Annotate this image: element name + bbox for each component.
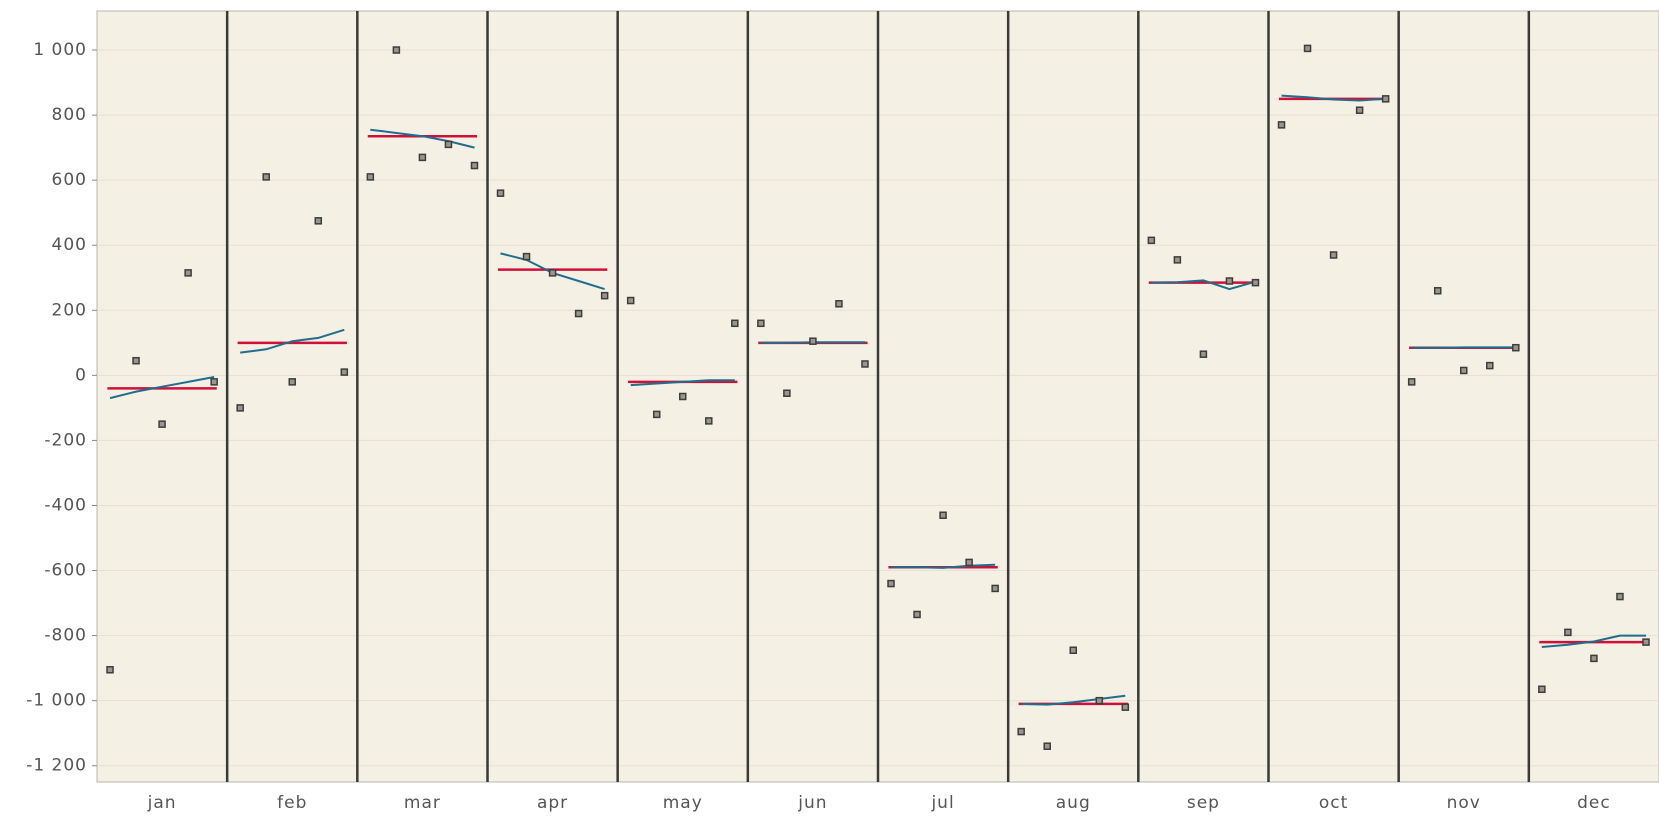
- trend-line: [1281, 94, 1386, 102]
- x-tick-label: dec: [1577, 793, 1611, 813]
- y-tick-label: -200: [44, 430, 87, 450]
- x-tick-label: jul: [930, 793, 954, 813]
- point: [1173, 256, 1182, 264]
- point: [1538, 685, 1546, 694]
- point: [1095, 696, 1104, 705]
- y-tick-label: 800: [52, 105, 87, 125]
- trend-line: [1541, 634, 1646, 648]
- point: [1486, 361, 1494, 370]
- trend-line: [109, 376, 215, 400]
- point: [913, 610, 921, 619]
- point: [210, 378, 218, 386]
- point: [1381, 95, 1390, 103]
- trend-line: [370, 128, 475, 149]
- trend-line: [630, 379, 735, 387]
- point: [1199, 350, 1208, 358]
- point: [1017, 727, 1025, 736]
- point: [392, 46, 401, 54]
- point: [652, 410, 661, 419]
- point: [887, 579, 895, 588]
- point: [1251, 278, 1260, 287]
- point: [835, 300, 843, 308]
- point: [783, 389, 791, 397]
- point: [314, 217, 323, 225]
- x-tick-label: sep: [1187, 793, 1220, 813]
- x-tick-label: aug: [1056, 793, 1091, 813]
- x-tick-label: nov: [1447, 793, 1481, 813]
- y-tick-label: -1 000: [26, 691, 87, 711]
- y-tick-label: -400: [44, 495, 87, 515]
- point: [1564, 628, 1572, 637]
- trend-line: [1151, 279, 1256, 291]
- point: [366, 173, 375, 181]
- x-tick-label: jan: [147, 793, 177, 813]
- point: [600, 291, 609, 300]
- point: [991, 584, 999, 593]
- x-tick-label: jun: [797, 793, 827, 813]
- point: [496, 189, 505, 197]
- point: [705, 417, 713, 425]
- trend-line: [240, 328, 345, 354]
- point: [1512, 343, 1520, 352]
- x-tick-label: oct: [1319, 793, 1348, 813]
- x-tick-label: feb: [277, 793, 307, 813]
- point: [236, 404, 244, 412]
- point: [340, 368, 349, 376]
- trend-line: [891, 563, 996, 569]
- point: [939, 511, 947, 519]
- point: [965, 558, 973, 567]
- y-tick-label: 200: [52, 300, 87, 320]
- point: [1616, 592, 1624, 601]
- point: [1642, 638, 1650, 646]
- point: [574, 309, 583, 318]
- point: [106, 666, 114, 674]
- y-tick-label: 400: [52, 235, 87, 255]
- point: [1069, 646, 1077, 654]
- point: [1590, 654, 1598, 663]
- x-tick-label: may: [663, 793, 703, 813]
- point: [757, 319, 765, 328]
- trend-line: [1021, 694, 1126, 706]
- point: [132, 356, 140, 365]
- y-tick-label: 600: [52, 170, 87, 190]
- point: [731, 319, 739, 328]
- point: [809, 337, 817, 345]
- point: [158, 420, 166, 428]
- point: [1329, 251, 1338, 259]
- x-tick-label: apr: [537, 793, 568, 813]
- y-tick-label: -800: [44, 626, 87, 646]
- point: [1303, 44, 1312, 53]
- point: [418, 153, 427, 162]
- y-tick-label: 0: [75, 365, 87, 385]
- point: [1433, 287, 1442, 295]
- x-tick-label: mar: [404, 793, 441, 813]
- point: [1121, 703, 1130, 711]
- point: [1043, 742, 1051, 750]
- point: [1277, 121, 1286, 129]
- point: [1147, 236, 1156, 245]
- y-tick-label: -1 200: [26, 756, 87, 776]
- point: [626, 296, 635, 305]
- point: [1460, 366, 1468, 375]
- point: [1407, 378, 1416, 386]
- point: [288, 378, 296, 386]
- point: [522, 252, 531, 261]
- y-tick-label: -600: [44, 561, 87, 581]
- point: [470, 161, 479, 170]
- point: [1225, 277, 1234, 285]
- point: [548, 269, 557, 277]
- point: [444, 140, 453, 149]
- point: [861, 360, 869, 368]
- point: [262, 173, 270, 181]
- y-tick-label: 1 000: [33, 40, 87, 60]
- point: [679, 392, 687, 401]
- point: [184, 269, 192, 277]
- point: [1355, 106, 1364, 114]
